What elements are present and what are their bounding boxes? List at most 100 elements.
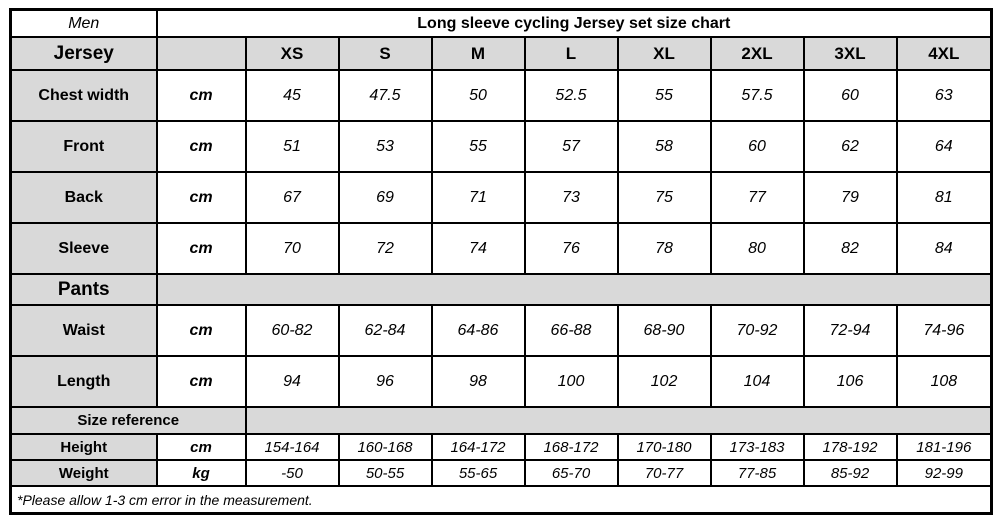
value-cell: 96 xyxy=(337,355,433,408)
value-cell: 72-94 xyxy=(802,304,898,357)
size-header-s: S xyxy=(337,36,433,71)
row-label-length: Length xyxy=(9,355,158,408)
table-row-height: Height cm 154-164 160-168 164-172 168-17… xyxy=(9,433,993,461)
value-cell: 170-180 xyxy=(616,433,712,461)
size-reference-section-row: Size reference xyxy=(9,406,993,435)
value-cell: 92-99 xyxy=(895,459,993,487)
value-cell: 173-183 xyxy=(709,433,805,461)
value-cell: 74-96 xyxy=(895,304,993,357)
value-cell: 57 xyxy=(523,120,619,173)
value-cell: 70 xyxy=(244,222,340,275)
unit-cell: cm xyxy=(155,120,247,173)
value-cell: 106 xyxy=(802,355,898,408)
value-cell: 72 xyxy=(337,222,433,275)
unit-cell: cm xyxy=(155,69,247,122)
unit-cell: cm xyxy=(155,433,247,461)
gender-cell: Men xyxy=(9,8,158,38)
value-cell: 64-86 xyxy=(430,304,526,357)
value-cell: 102 xyxy=(616,355,712,408)
value-cell: 62-84 xyxy=(337,304,433,357)
chart-title: Long sleeve cycling Jersey set size char… xyxy=(155,8,993,38)
value-cell: 55-65 xyxy=(430,459,526,487)
value-cell: 104 xyxy=(709,355,805,408)
section-pants-label: Pants xyxy=(9,273,158,306)
value-cell: 77 xyxy=(709,171,805,224)
table-row-waist: Waist cm 60-82 62-84 64-86 66-88 68-90 7… xyxy=(9,304,993,357)
value-cell: 80 xyxy=(709,222,805,275)
value-cell: 51 xyxy=(244,120,340,173)
table-row-chest-width: Chest width cm 45 47.5 50 52.5 55 57.5 6… xyxy=(9,69,993,122)
value-cell: 55 xyxy=(616,69,712,122)
value-cell: 62 xyxy=(802,120,898,173)
table-row-weight: Weight kg -50 50-55 55-65 65-70 70-77 77… xyxy=(9,459,993,487)
value-cell: 47.5 xyxy=(337,69,433,122)
value-cell: 64 xyxy=(895,120,993,173)
row-label-waist: Waist xyxy=(9,304,158,357)
unit-header-spacer xyxy=(155,36,247,71)
value-cell: 75 xyxy=(616,171,712,224)
value-cell: 57.5 xyxy=(709,69,805,122)
section-size-reference-label: Size reference xyxy=(9,406,247,435)
value-cell: 84 xyxy=(895,222,993,275)
title-row: Men Long sleeve cycling Jersey set size … xyxy=(9,8,993,38)
value-cell: 53 xyxy=(337,120,433,173)
value-cell: 108 xyxy=(895,355,993,408)
size-header-4xl: 4XL xyxy=(895,36,993,71)
size-header-xs: XS xyxy=(244,36,340,71)
value-cell: 50 xyxy=(430,69,526,122)
size-reference-filler xyxy=(244,406,993,435)
value-cell: 77-85 xyxy=(709,459,805,487)
value-cell: 50-55 xyxy=(337,459,433,487)
value-cell: 67 xyxy=(244,171,340,224)
value-cell: 70-77 xyxy=(616,459,712,487)
unit-cell: cm xyxy=(155,222,247,275)
row-label-front: Front xyxy=(9,120,158,173)
value-cell: 69 xyxy=(337,171,433,224)
value-cell: -50 xyxy=(244,459,340,487)
value-cell: 71 xyxy=(430,171,526,224)
section-jersey-label: Jersey xyxy=(9,36,158,71)
table-row-sleeve: Sleeve cm 70 72 74 76 78 80 82 84 xyxy=(9,222,993,275)
value-cell: 60-82 xyxy=(244,304,340,357)
unit-cell: cm xyxy=(155,355,247,408)
value-cell: 58 xyxy=(616,120,712,173)
size-header-2xl: 2XL xyxy=(709,36,805,71)
pants-section-row: Pants xyxy=(9,273,993,306)
row-label-chest-width: Chest width xyxy=(9,69,158,122)
value-cell: 98 xyxy=(430,355,526,408)
value-cell: 160-168 xyxy=(337,433,433,461)
unit-cell: cm xyxy=(155,304,247,357)
value-cell: 60 xyxy=(709,120,805,173)
footnote-row: *Please allow 1-3 cm error in the measur… xyxy=(9,485,993,515)
value-cell: 94 xyxy=(244,355,340,408)
value-cell: 70-92 xyxy=(709,304,805,357)
jersey-size-header-row: Jersey XS S M L XL 2XL 3XL 4XL xyxy=(9,36,993,71)
value-cell: 63 xyxy=(895,69,993,122)
unit-cell: kg xyxy=(155,459,247,487)
value-cell: 100 xyxy=(523,355,619,408)
size-header-xl: XL xyxy=(616,36,712,71)
value-cell: 45 xyxy=(244,69,340,122)
value-cell: 55 xyxy=(430,120,526,173)
value-cell: 78 xyxy=(616,222,712,275)
value-cell: 154-164 xyxy=(244,433,340,461)
value-cell: 85-92 xyxy=(802,459,898,487)
footnote-text: *Please allow 1-3 cm error in the measur… xyxy=(9,485,993,515)
row-label-sleeve: Sleeve xyxy=(9,222,158,275)
value-cell: 178-192 xyxy=(802,433,898,461)
size-header-l: L xyxy=(523,36,619,71)
size-header-m: M xyxy=(430,36,526,71)
unit-cell: cm xyxy=(155,171,247,224)
value-cell: 79 xyxy=(802,171,898,224)
value-cell: 81 xyxy=(895,171,993,224)
value-cell: 60 xyxy=(802,69,898,122)
value-cell: 164-172 xyxy=(430,433,526,461)
value-cell: 74 xyxy=(430,222,526,275)
value-cell: 76 xyxy=(523,222,619,275)
value-cell: 68-90 xyxy=(616,304,712,357)
value-cell: 168-172 xyxy=(523,433,619,461)
pants-section-filler xyxy=(155,273,993,306)
value-cell: 73 xyxy=(523,171,619,224)
value-cell: 52.5 xyxy=(523,69,619,122)
